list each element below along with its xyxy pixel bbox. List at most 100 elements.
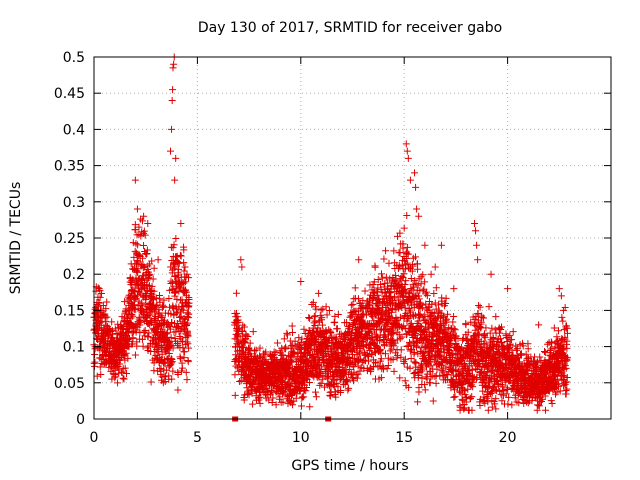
data-point xyxy=(351,284,359,292)
peak-point xyxy=(406,176,414,184)
y-tick-label: 0 xyxy=(76,412,85,428)
peak-point xyxy=(487,270,495,278)
y-tick-label: 0.45 xyxy=(54,86,85,102)
data-point xyxy=(414,398,422,406)
grid-lines xyxy=(94,57,611,419)
y-tick-label: 0.15 xyxy=(54,303,85,319)
data-point xyxy=(175,259,183,267)
data-point xyxy=(541,406,549,414)
data-point xyxy=(398,333,406,341)
data-point xyxy=(404,250,412,258)
data-point xyxy=(167,360,175,368)
data-point xyxy=(350,377,358,385)
data-point xyxy=(353,374,361,382)
data-point xyxy=(369,322,377,330)
data-point xyxy=(348,373,356,381)
x-tick-label: 20 xyxy=(499,430,517,446)
data-point xyxy=(171,292,179,300)
data-point xyxy=(168,375,176,383)
data-point xyxy=(127,311,135,319)
data-point xyxy=(317,306,325,314)
data-point xyxy=(102,305,110,313)
data-point xyxy=(133,342,141,350)
data-point xyxy=(349,300,357,308)
data-point xyxy=(541,347,549,355)
data-point xyxy=(289,341,297,349)
data-point xyxy=(451,393,459,401)
data-point xyxy=(354,362,362,370)
data-point xyxy=(288,329,296,337)
data-point xyxy=(305,378,313,386)
data-point xyxy=(312,388,320,396)
data-point xyxy=(411,276,419,284)
data-point xyxy=(236,378,244,386)
data-point xyxy=(305,314,313,322)
data-point xyxy=(450,393,458,401)
data-point xyxy=(121,364,129,372)
peak-point xyxy=(154,256,162,264)
data-point xyxy=(96,293,104,301)
data-point xyxy=(272,348,280,356)
data-point xyxy=(401,304,409,312)
data-point xyxy=(283,331,291,339)
data-point xyxy=(180,279,188,287)
data-point xyxy=(429,397,437,405)
data-point xyxy=(145,329,153,337)
data-point xyxy=(135,223,143,231)
data-point xyxy=(148,282,156,290)
data-point xyxy=(283,356,291,364)
data-point xyxy=(183,309,191,317)
data-point xyxy=(317,379,325,387)
data-point xyxy=(342,366,350,374)
data-point xyxy=(344,378,352,386)
data-point xyxy=(403,259,411,267)
data-point xyxy=(132,240,140,248)
data-point xyxy=(492,313,500,321)
data-point xyxy=(558,313,566,321)
peak-point xyxy=(413,205,421,213)
data-point xyxy=(343,319,351,327)
data-point xyxy=(309,298,317,306)
data-point xyxy=(256,393,264,401)
data-point xyxy=(174,258,182,266)
data-point xyxy=(262,348,270,356)
data-point xyxy=(402,260,410,268)
data-point xyxy=(512,346,520,354)
data-point xyxy=(141,231,149,239)
data-point xyxy=(310,313,318,321)
data-point xyxy=(138,302,146,310)
data-point xyxy=(319,372,327,380)
data-point xyxy=(180,354,188,362)
data-point xyxy=(140,227,148,235)
data-point xyxy=(141,327,149,335)
data-point xyxy=(131,296,139,304)
peak-point xyxy=(238,263,246,271)
data-point xyxy=(298,394,306,402)
peak-point xyxy=(504,285,512,293)
data-point xyxy=(392,272,400,280)
peak-point xyxy=(555,285,563,293)
data-point xyxy=(377,349,385,357)
data-point xyxy=(331,312,339,320)
data-point xyxy=(148,295,156,303)
data-point xyxy=(134,241,142,249)
data-point xyxy=(138,335,146,343)
data-point xyxy=(149,275,157,283)
data-point xyxy=(239,343,247,351)
data-point xyxy=(184,358,192,366)
data-point xyxy=(277,378,285,386)
data-point xyxy=(432,379,440,387)
data-point xyxy=(284,392,292,400)
data-point xyxy=(234,329,242,337)
data-point xyxy=(403,342,411,350)
data-point xyxy=(231,391,239,399)
data-point xyxy=(397,346,405,354)
data-point xyxy=(346,365,354,373)
data-point xyxy=(371,263,379,271)
data-point xyxy=(122,370,130,378)
data-point xyxy=(175,265,183,273)
data-point xyxy=(140,242,148,250)
x-axis-label: GPS time / hours xyxy=(291,458,408,474)
data-point xyxy=(250,347,258,355)
